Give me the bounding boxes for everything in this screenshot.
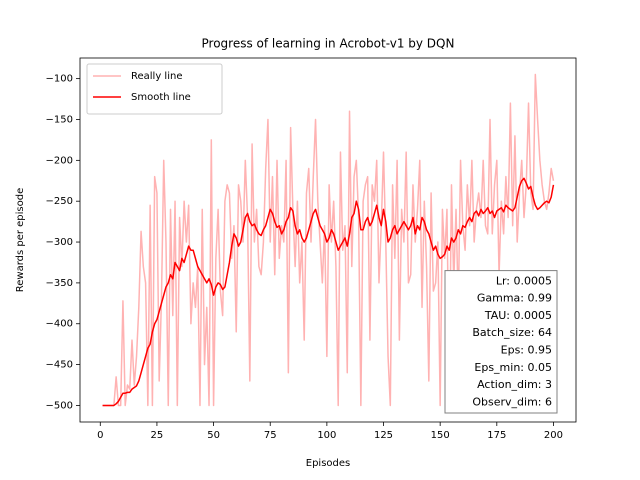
x-tick-label: 50 [207,430,220,441]
annotation-text: Eps_min: 0.05 [474,361,552,374]
x-tick-label: 125 [374,430,393,441]
chart-title: Progress of learning in Acrobot-v1 by DQ… [202,37,455,51]
annotation-text: Lr: 0.0005 [496,274,552,287]
annotation-text: Observ_dim: 6 [472,395,552,408]
x-tick-label: 100 [317,430,336,441]
legend-label: Smooth line [131,92,191,103]
y-tick-label: −400 [46,319,73,330]
x-axis-label: Episodes [306,458,350,469]
series-line [102,73,555,407]
y-tick-label: −200 [46,155,73,166]
y-tick-label: −300 [46,237,73,248]
x-tick-label: 25 [151,430,164,441]
annotation-frame [444,270,558,414]
x-tick-label: 150 [431,430,450,441]
x-tick-label: 200 [544,430,563,441]
annotation-text: Action_dim: 3 [477,378,552,391]
x-tick-label: 0 [97,430,103,441]
x-tick-label: 75 [264,430,277,441]
plot-frame [79,57,577,423]
annotation-text: Batch_size: 64 [472,326,552,339]
y-tick-label: −150 [46,114,73,125]
y-tick-label: −350 [46,278,73,289]
y-tick-label: −450 [46,360,73,371]
legend: Really line Smooth line [86,63,223,115]
annotation-box: Lr: 0.0005 Gamma: 0.99 TAU: 0.0005 Batch_si… [444,270,558,414]
series-line [102,177,555,407]
annotation-text: Gamma: 0.99 [477,292,552,305]
annotation-text: Eps: 0.95 [501,343,552,356]
y-tick-label: −500 [46,400,73,411]
legend-label: Really line [131,71,182,82]
y-tick-label: −100 [46,74,73,85]
y-tick-label: −250 [46,196,73,207]
y-axis-label: Rewards per episode [15,188,26,293]
annotation-text: TAU: 0.0005 [484,309,552,322]
x-tick-label: 175 [487,430,506,441]
